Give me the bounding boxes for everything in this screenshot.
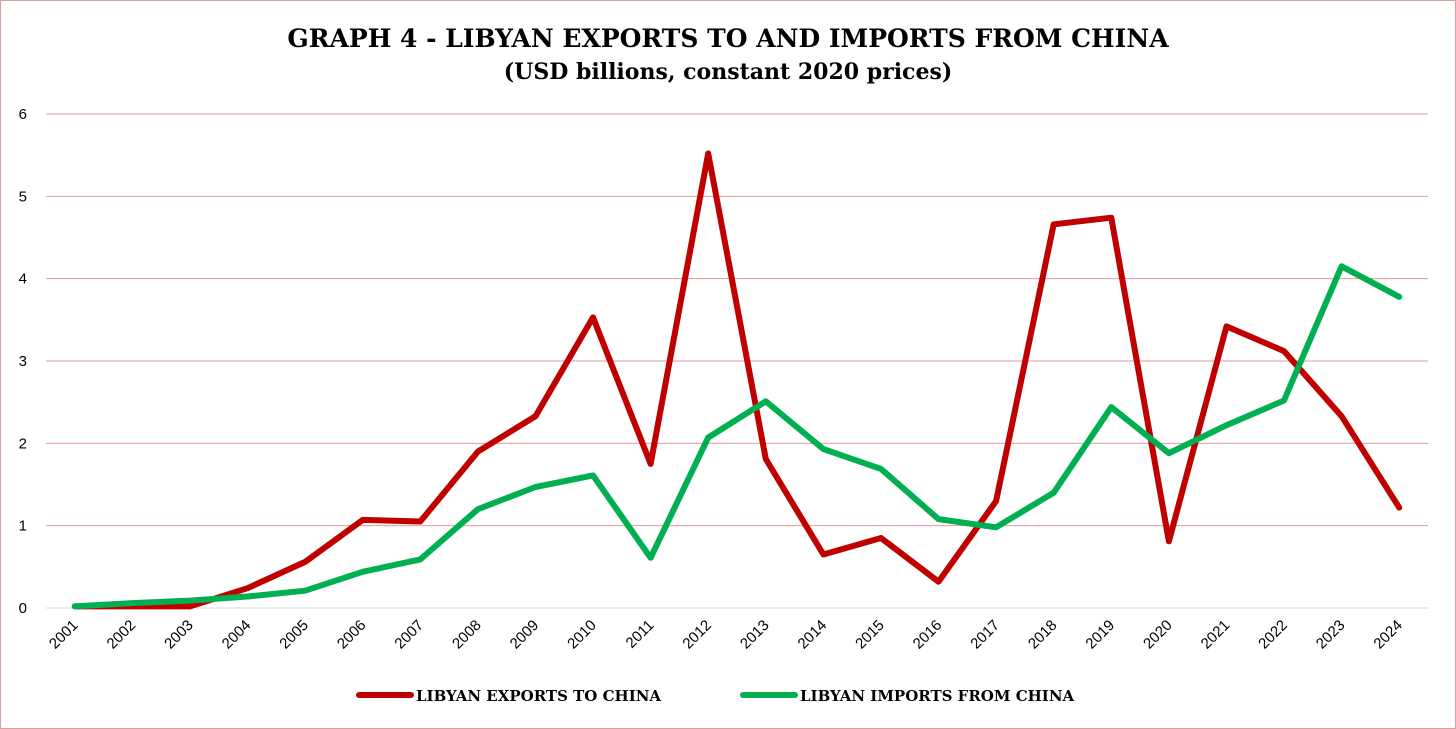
x-tick-label: 2021 [1198, 617, 1234, 653]
y-tick-label: 0 [19, 600, 27, 617]
x-tick-label: 2004 [219, 617, 255, 653]
y-axis-ticks: 0 1 2 3 4 5 6 [19, 106, 27, 617]
y-tick-label: 2 [19, 435, 27, 452]
y-tick-label: 1 [19, 518, 27, 535]
series-line-exports [71, 150, 1403, 610]
y-tick-label: 5 [19, 188, 27, 205]
x-tick-label: 2001 [46, 617, 82, 653]
y-tick-label: 3 [19, 353, 27, 370]
x-tick-label: 2006 [334, 617, 370, 653]
y-tick-label: 4 [19, 271, 27, 288]
x-tick-label: 2013 [737, 617, 773, 653]
x-tick-label: 2014 [795, 617, 831, 653]
x-tick-label: 2022 [1255, 617, 1291, 653]
y-tick-label: 6 [19, 106, 27, 123]
x-tick-label: 2005 [276, 617, 312, 653]
chart-title: GRAPH 4 - LIBYAN EXPORTS TO AND IMPORTS … [287, 24, 1169, 53]
x-tick-label: 2020 [1140, 617, 1176, 653]
x-tick-label: 2016 [910, 617, 946, 653]
series-lines [71, 150, 1403, 610]
x-tick-label: 2008 [449, 617, 485, 653]
legend-label-imports: LIBYAN IMPORTS FROM CHINA [800, 687, 1075, 705]
x-tick-label: 2012 [679, 617, 715, 653]
x-tick-label: 2023 [1313, 617, 1349, 653]
x-axis-ticks: 2001 2002 2003 2004 2005 2006 2007 2008 2009 2010… [46, 617, 1406, 653]
x-tick-label: 2015 [852, 617, 888, 653]
legend: LIBYAN EXPORTS TO CHINA LIBYAN IMPORTS F… [356, 687, 1075, 705]
x-tick-label: 2009 [507, 617, 543, 653]
x-tick-label: 2010 [564, 617, 600, 653]
x-tick-label: 2018 [1025, 617, 1061, 653]
chart-subtitle: (USD billions, constant 2020 prices) [504, 59, 953, 85]
x-tick-label: 2002 [104, 617, 140, 653]
series-line-imports [71, 263, 1403, 610]
legend-label-exports: LIBYAN EXPORTS TO CHINA [416, 687, 661, 705]
x-tick-label: 2007 [391, 617, 427, 653]
x-tick-label: 2017 [967, 617, 1003, 653]
gridlines [46, 113, 1428, 527]
x-tick-label: 2003 [161, 617, 197, 653]
x-tick-label: 2019 [1082, 617, 1118, 653]
x-tick-label: 2011 [623, 617, 658, 652]
x-tick-label: 2024 [1370, 617, 1406, 653]
